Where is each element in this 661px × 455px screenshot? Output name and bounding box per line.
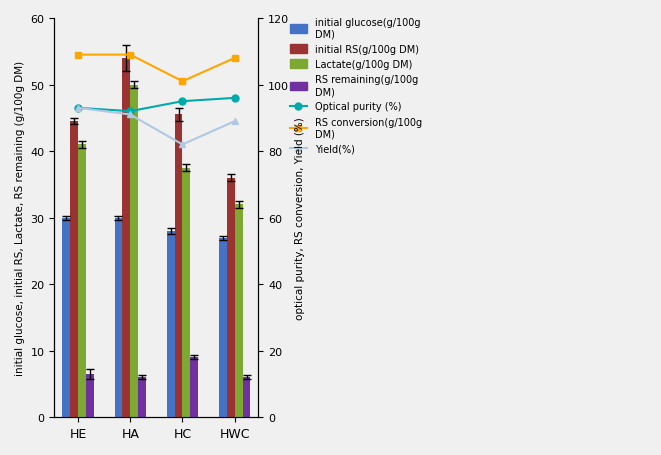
- RS conversion(g/100g
DM): [178, 79, 186, 85]
- Bar: [122, 59, 130, 417]
- Line: RS conversion(g/100g
DM): RS conversion(g/100g DM): [75, 52, 238, 86]
- Bar: [138, 378, 146, 417]
- Legend: initial glucose(g/100g
DM), initial RS(g/100g DM), Lactate(g/100g DM), RS remain: initial glucose(g/100g DM), initial RS(g…: [288, 16, 424, 157]
- Optical purity (%): [126, 109, 134, 115]
- Yield(%): [178, 142, 186, 148]
- Optical purity (%): [178, 99, 186, 105]
- Line: Yield(%): Yield(%): [75, 105, 238, 149]
- Yield(%): [231, 119, 239, 125]
- Yield(%): [74, 106, 82, 111]
- Bar: [62, 218, 70, 417]
- Yield(%): [126, 112, 134, 118]
- Y-axis label: optical purity, RS conversion, Yield (%): optical purity, RS conversion, Yield (%): [295, 117, 305, 319]
- Bar: [190, 358, 198, 417]
- Bar: [114, 218, 122, 417]
- Bar: [182, 168, 190, 417]
- Bar: [219, 238, 227, 417]
- RS conversion(g/100g
DM): [126, 53, 134, 58]
- RS conversion(g/100g
DM): [74, 53, 82, 58]
- Y-axis label: initial glucose, initial RS, Lactate, RS remaining (g/100g DM): initial glucose, initial RS, Lactate, RS…: [15, 61, 25, 375]
- Bar: [167, 232, 175, 417]
- Optical purity (%): [231, 96, 239, 101]
- Bar: [86, 374, 94, 417]
- Line: Optical purity (%): Optical purity (%): [75, 95, 238, 116]
- Bar: [78, 145, 86, 417]
- Bar: [243, 378, 251, 417]
- RS conversion(g/100g
DM): [231, 56, 239, 61]
- Bar: [70, 122, 78, 417]
- Bar: [130, 86, 138, 417]
- Optical purity (%): [74, 106, 82, 111]
- Bar: [235, 205, 243, 417]
- Bar: [227, 178, 235, 417]
- Bar: [175, 115, 182, 417]
